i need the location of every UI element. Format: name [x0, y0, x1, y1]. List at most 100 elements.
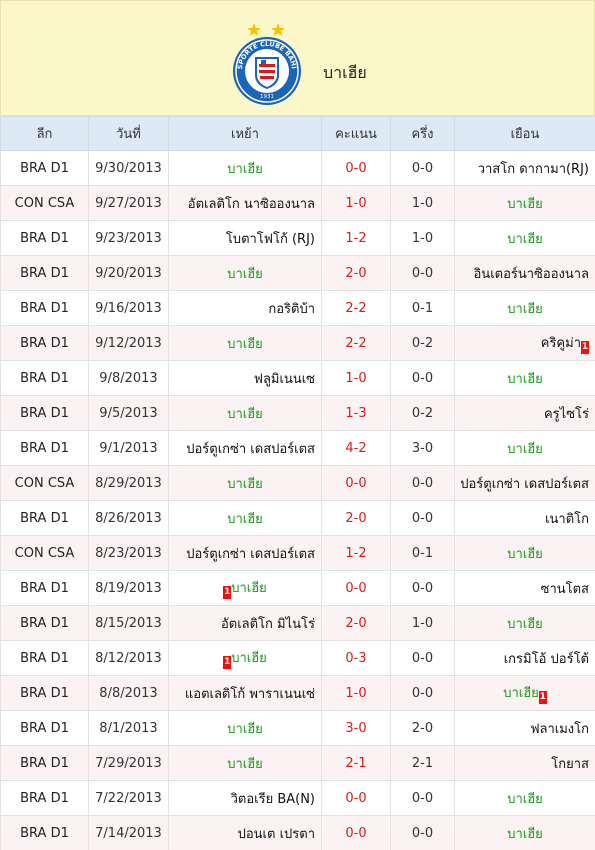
score-cell-text[interactable]: 2-0: [345, 615, 367, 631]
away-team-link[interactable]: คริคูม่า: [540, 336, 581, 351]
home-team-link[interactable]: บาเฮีย: [227, 161, 263, 177]
away-team-link[interactable]: บาเฮีย: [507, 441, 543, 457]
home-team-link[interactable]: บาเฮีย: [231, 581, 267, 596]
home-team-link[interactable]: บาเฮีย: [227, 756, 263, 772]
home-team-cell[interactable]: บาเฮีย: [168, 325, 322, 361]
away-team-link[interactable]: เนาติโก: [545, 511, 589, 527]
away-team-link[interactable]: บาเฮีย: [507, 371, 543, 387]
score-cell[interactable]: 0-0: [321, 465, 391, 501]
home-team-cell[interactable]: บาเฮีย: [168, 150, 322, 186]
score-cell[interactable]: 0-0: [321, 815, 391, 850]
away-team-cell[interactable]: บาเฮีย: [454, 605, 595, 641]
score-cell-text[interactable]: 2-2: [345, 300, 367, 316]
away-team-cell[interactable]: บาเฮีย: [454, 185, 595, 221]
away-team-link[interactable]: บาเฮีย: [507, 301, 543, 317]
home-team-link[interactable]: บาเฮีย: [227, 266, 263, 282]
score-cell-text[interactable]: 0-0: [345, 790, 367, 806]
away-team-cell[interactable]: บาเฮีย: [454, 220, 595, 256]
score-cell-text[interactable]: 0-3: [345, 650, 367, 666]
score-cell[interactable]: 1-0: [321, 185, 391, 221]
score-cell-text[interactable]: 2-0: [345, 265, 367, 281]
score-cell[interactable]: 2-1: [321, 745, 391, 781]
away-team-cell[interactable]: ปอร์ตูเกซ่า เดสปอร์เตส: [454, 465, 595, 501]
away-team-link[interactable]: ครูไซโร่: [543, 406, 589, 422]
home-team-link[interactable]: บาเฮีย: [227, 336, 263, 352]
score-cell-text[interactable]: 4-2: [345, 440, 367, 456]
score-cell-text[interactable]: 0-0: [345, 580, 367, 596]
away-team-cell[interactable]: โกยาส: [454, 745, 595, 781]
home-team-cell[interactable]: บาเฮีย: [168, 465, 322, 501]
home-team-cell[interactable]: วิตอเรีย BA(N): [168, 780, 322, 816]
score-cell-text[interactable]: 1-0: [345, 370, 367, 386]
score-cell-text[interactable]: 0-0: [345, 475, 367, 491]
score-cell[interactable]: 2-0: [321, 605, 391, 641]
score-cell[interactable]: 2-2: [321, 290, 391, 326]
away-team-cell[interactable]: ซานโตส: [454, 570, 595, 606]
score-cell[interactable]: 1-3: [321, 395, 391, 431]
home-team-link[interactable]: ปอร์ตูเกซ่า เดสปอร์เตส: [186, 546, 315, 562]
away-team-link[interactable]: โกยาส: [551, 756, 589, 772]
score-cell-text[interactable]: 2-2: [345, 335, 367, 351]
score-cell[interactable]: 2-0: [321, 255, 391, 291]
home-team-cell[interactable]: บาเฮีย: [168, 255, 322, 291]
home-team-link[interactable]: ปอร์ตูเกซ่า เดสปอร์เตส: [186, 441, 315, 457]
score-cell-text[interactable]: 1-2: [345, 230, 367, 246]
home-team-link[interactable]: อัตเลติโก นาซิอองนาล: [187, 196, 315, 212]
away-team-link[interactable]: บาเฮีย: [507, 546, 543, 562]
score-cell[interactable]: 2-2: [321, 325, 391, 361]
home-team-cell[interactable]: 1บาเฮีย: [168, 570, 322, 606]
home-team-cell[interactable]: บาเฮีย: [168, 710, 322, 746]
home-team-cell[interactable]: ฟลูมิเนนเซ: [168, 360, 322, 396]
score-cell-text[interactable]: 1-2: [345, 545, 367, 561]
home-team-cell[interactable]: โบตาโฟโก้ (RJ): [168, 220, 322, 256]
score-cell-text[interactable]: 1-0: [345, 685, 367, 701]
away-team-link[interactable]: บาเฮีย: [507, 616, 543, 632]
home-team-link[interactable]: วิตอเรีย BA(N): [230, 791, 315, 807]
home-team-link[interactable]: แอตเลติโก้ พาราเนนเซ่: [184, 686, 315, 702]
away-team-link[interactable]: บาเฮีย: [507, 826, 543, 842]
home-team-cell[interactable]: อัตเลติโก นาซิอองนาล: [168, 185, 322, 221]
home-team-link[interactable]: กอริติบ้า: [268, 301, 315, 317]
home-team-cell[interactable]: บาเฮีย: [168, 745, 322, 781]
score-cell[interactable]: 1-2: [321, 535, 391, 571]
score-cell-text[interactable]: 3-0: [345, 720, 367, 736]
away-team-link[interactable]: บาเฮีย: [507, 196, 543, 212]
home-team-cell[interactable]: ปอร์ตูเกซ่า เดสปอร์เตส: [168, 430, 322, 466]
home-team-cell[interactable]: อัตเลติโก มิไนโร่: [168, 605, 322, 641]
score-cell[interactable]: 1-2: [321, 220, 391, 256]
score-cell-text[interactable]: 0-0: [345, 160, 367, 176]
score-cell-text[interactable]: 1-3: [345, 405, 367, 421]
score-cell[interactable]: 0-0: [321, 780, 391, 816]
score-cell[interactable]: 1-0: [321, 360, 391, 396]
away-team-cell[interactable]: บาเฮีย: [454, 535, 595, 571]
away-team-link[interactable]: ซานโตส: [540, 581, 589, 597]
away-team-link[interactable]: เกรมิโอ้ ปอร์โต้: [503, 651, 589, 667]
away-team-cell[interactable]: ครูไซโร่: [454, 395, 595, 431]
away-team-cell[interactable]: เนาติโก: [454, 500, 595, 536]
score-cell[interactable]: 0-0: [321, 570, 391, 606]
score-cell[interactable]: 4-2: [321, 430, 391, 466]
away-team-cell[interactable]: วาสโก ดากามา(RJ): [454, 150, 595, 186]
score-cell[interactable]: 1-0: [321, 675, 391, 711]
away-team-cell[interactable]: บาเฮีย: [454, 780, 595, 816]
away-team-cell[interactable]: บาเฮีย: [454, 290, 595, 326]
away-team-cell[interactable]: ฟลาเมงโก: [454, 710, 595, 746]
score-cell[interactable]: 3-0: [321, 710, 391, 746]
home-team-cell[interactable]: 1บาเฮีย: [168, 640, 322, 676]
away-team-link[interactable]: บาเฮีย: [507, 791, 543, 807]
home-team-link[interactable]: อัตเลติโก มิไนโร่: [220, 616, 315, 632]
home-team-link[interactable]: บาเฮีย: [227, 721, 263, 737]
away-team-cell[interactable]: บาเฮีย: [454, 360, 595, 396]
away-team-link[interactable]: ฟลาเมงโก: [530, 721, 589, 737]
score-cell[interactable]: 2-0: [321, 500, 391, 536]
score-cell-text[interactable]: 0-0: [345, 825, 367, 841]
away-team-link[interactable]: วาสโก ดากามา(RJ): [477, 161, 589, 177]
home-team-cell[interactable]: แอตเลติโก้ พาราเนนเซ่: [168, 675, 322, 711]
home-team-cell[interactable]: ปอร์ตูเกซ่า เดสปอร์เตส: [168, 535, 322, 571]
score-cell-text[interactable]: 2-1: [345, 755, 367, 771]
away-team-link[interactable]: อินเตอร์นาซิอองนาล: [473, 266, 590, 282]
home-team-cell[interactable]: ปอนเต เปรตา: [168, 815, 322, 850]
away-team-cell[interactable]: บาเฮีย: [454, 815, 595, 850]
away-team-cell[interactable]: เกรมิโอ้ ปอร์โต้: [454, 640, 595, 676]
score-cell[interactable]: 0-0: [321, 150, 391, 186]
